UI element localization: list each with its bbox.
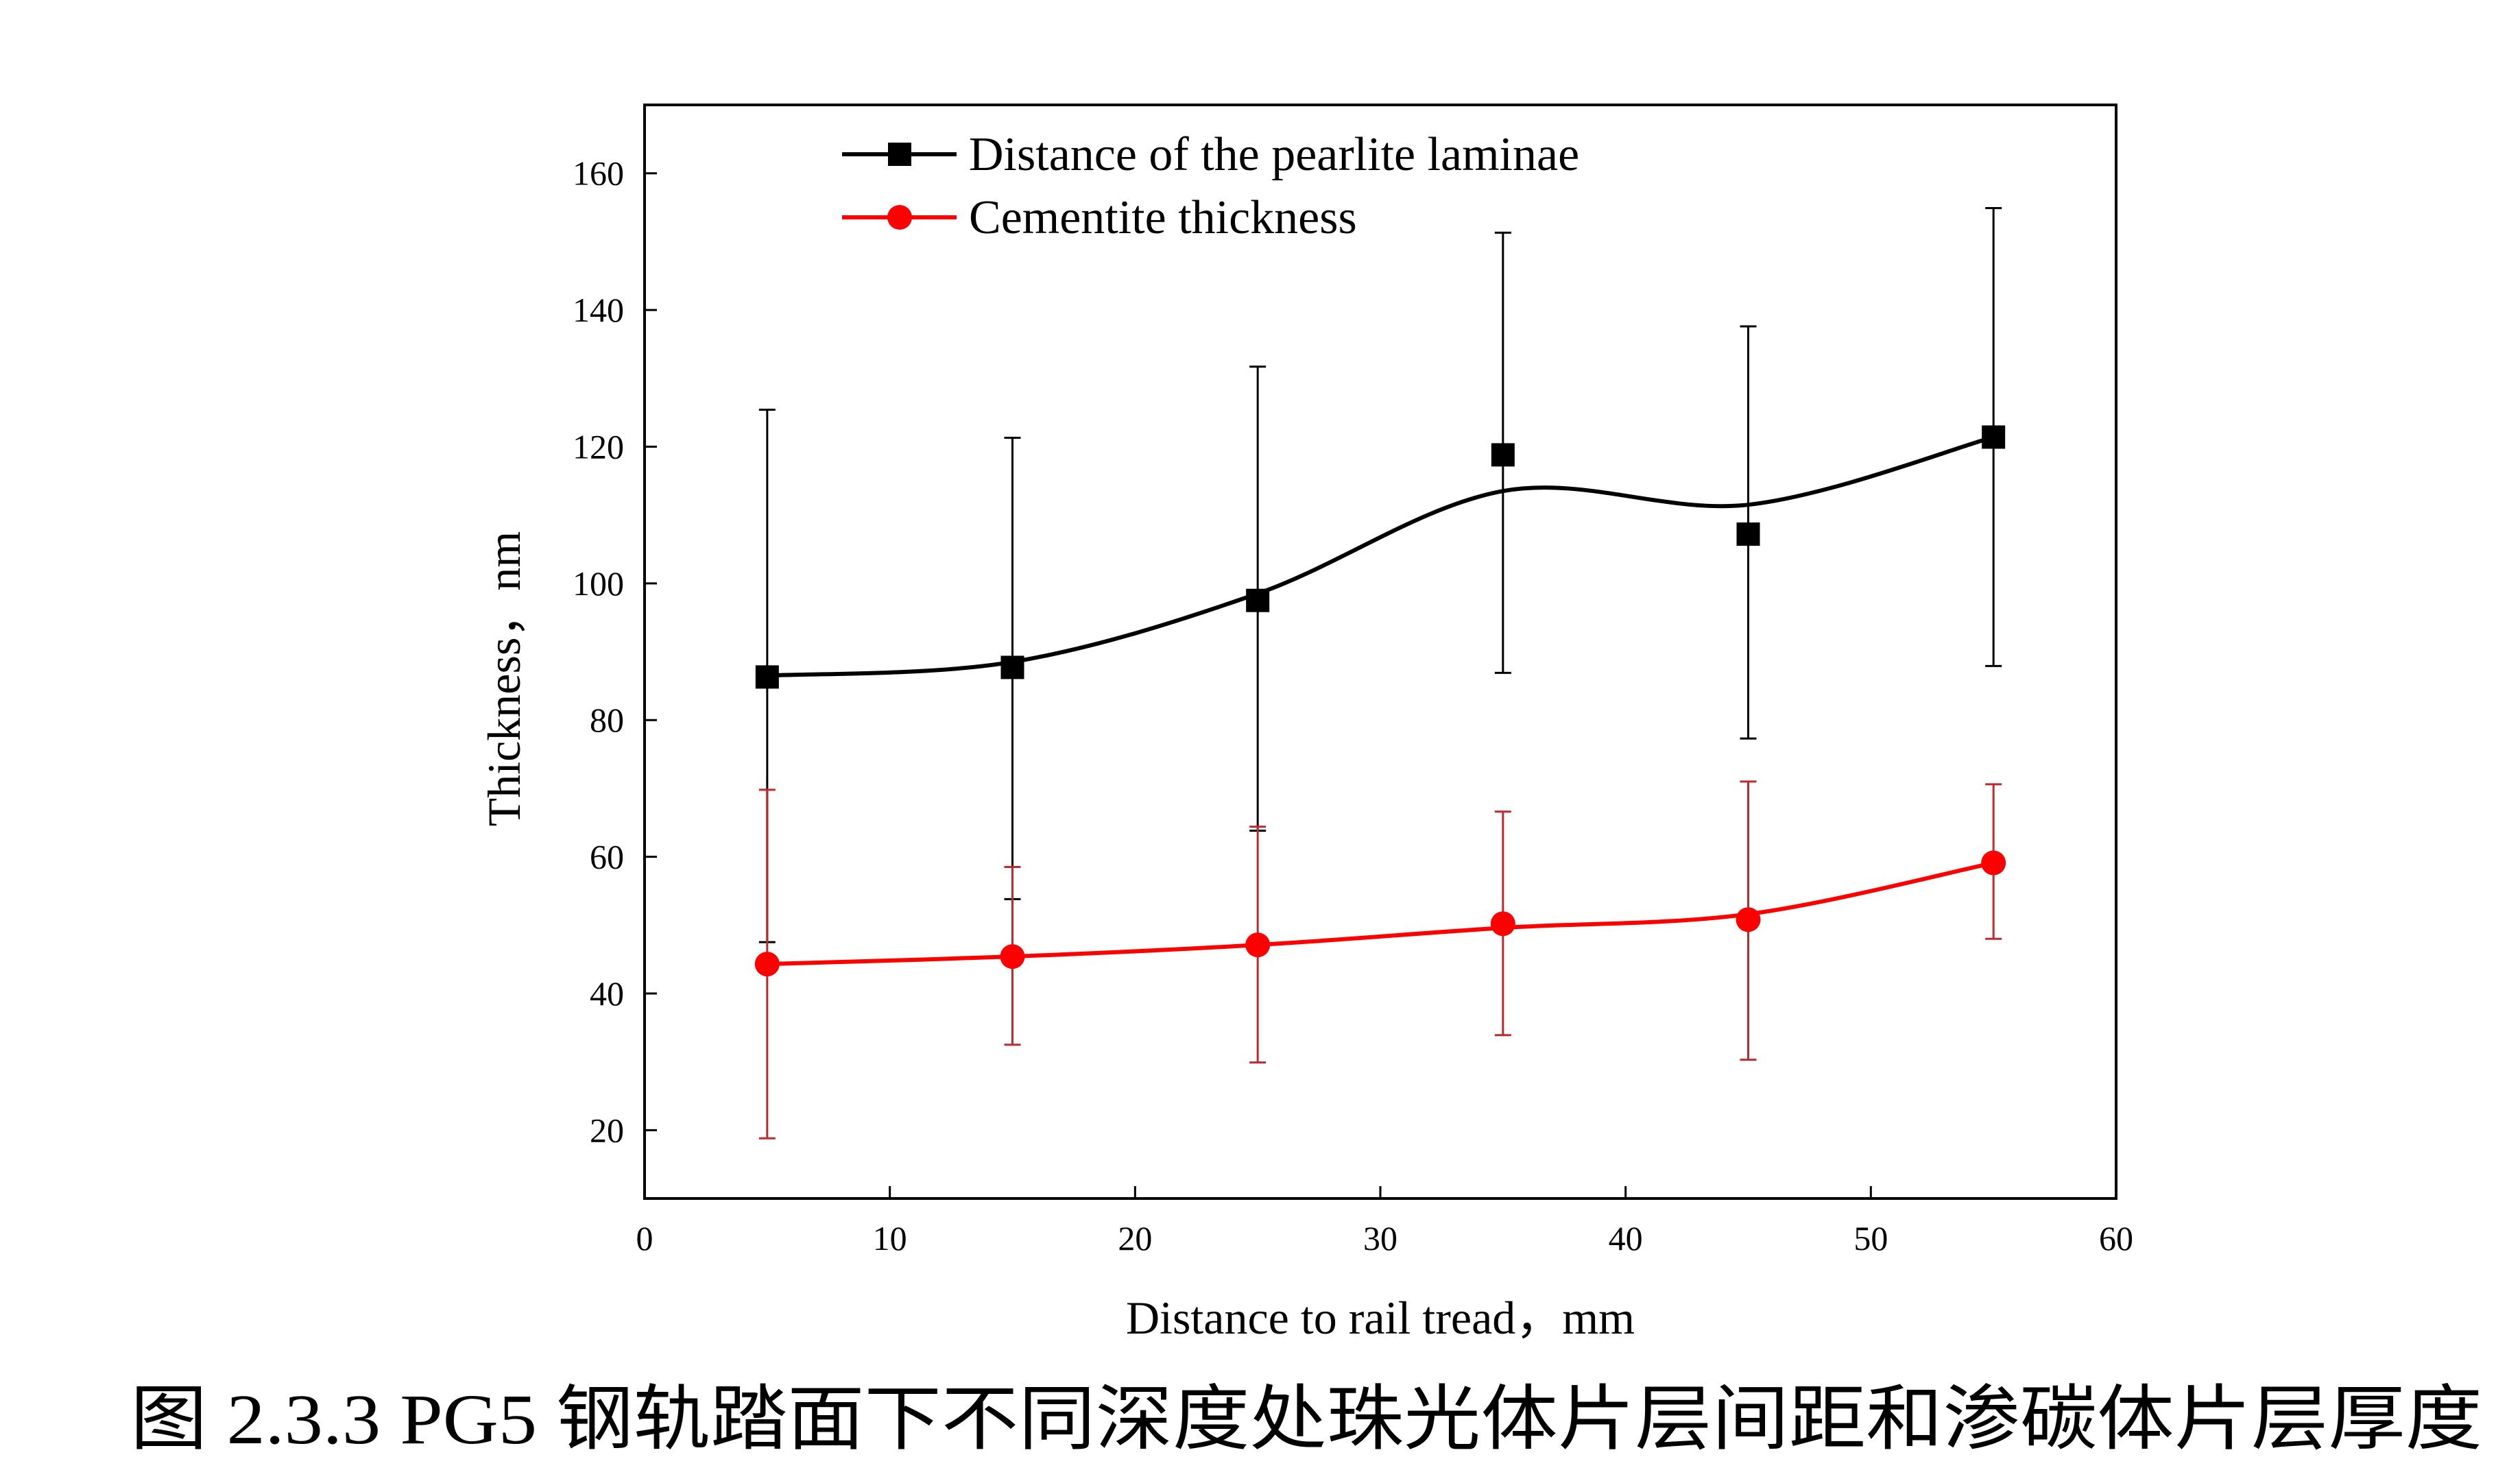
y-tick-label: 80 <box>590 701 624 739</box>
y-tick-label: 160 <box>573 154 624 193</box>
x-tick-label: 40 <box>1609 1219 1643 1257</box>
data-point-square <box>1982 425 2006 449</box>
data-point-square <box>1000 655 1024 679</box>
data-point-circle <box>1981 850 2006 876</box>
x-tick-label: 50 <box>1853 1219 1888 1257</box>
legend-label: Cementite thickness <box>969 191 1357 244</box>
y-axis-label: Thickness，nm <box>478 531 530 827</box>
x-axis-label: Distance to rail tread，mm <box>1126 1292 1635 1344</box>
data-marks <box>754 207 2006 1140</box>
series-line <box>767 435 1994 678</box>
x-tick-label: 60 <box>2099 1219 2133 1257</box>
figure-caption: 图 2.3.3 PG5 钢轨踏面下不同深度处珠光体片层间距和渗碳体片层厚度 <box>130 1380 2482 1459</box>
legend-marker-square <box>888 143 911 166</box>
y-tick-label: 60 <box>590 838 624 876</box>
series-line <box>767 860 1994 967</box>
legend-marker-circle <box>887 205 912 230</box>
y-tick-label: 120 <box>573 427 624 466</box>
data-point-square <box>1491 443 1515 467</box>
plot-frame <box>643 104 2117 1200</box>
x-tick-label: 30 <box>1363 1219 1397 1257</box>
y-tick-label: 140 <box>573 291 624 329</box>
legend-label: Distance of the pearlite laminae <box>969 128 1579 181</box>
data-point-circle <box>754 952 780 977</box>
data-point-square <box>755 665 779 689</box>
data-point-circle <box>1245 932 1271 958</box>
data-point-circle <box>1000 944 1025 969</box>
x-tick-label: 20 <box>1118 1219 1152 1257</box>
data-point-circle <box>1736 907 1761 932</box>
data-point-square <box>1736 522 1760 546</box>
data-point-square <box>1246 588 1270 612</box>
y-tick-label: 100 <box>573 564 624 603</box>
x-tick-label: 10 <box>873 1219 907 1257</box>
x-tick-label: 0 <box>636 1219 653 1257</box>
data-point-circle <box>1490 911 1515 937</box>
legend: Distance of the pearlite laminae Cementit… <box>842 128 1579 244</box>
axis-ticks: 0 10 20 30 40 50 60 20 40 60 80 100 120 140 160 <box>573 154 2133 1257</box>
y-tick-label: 40 <box>590 974 624 1013</box>
y-tick-label: 20 <box>590 1111 624 1149</box>
